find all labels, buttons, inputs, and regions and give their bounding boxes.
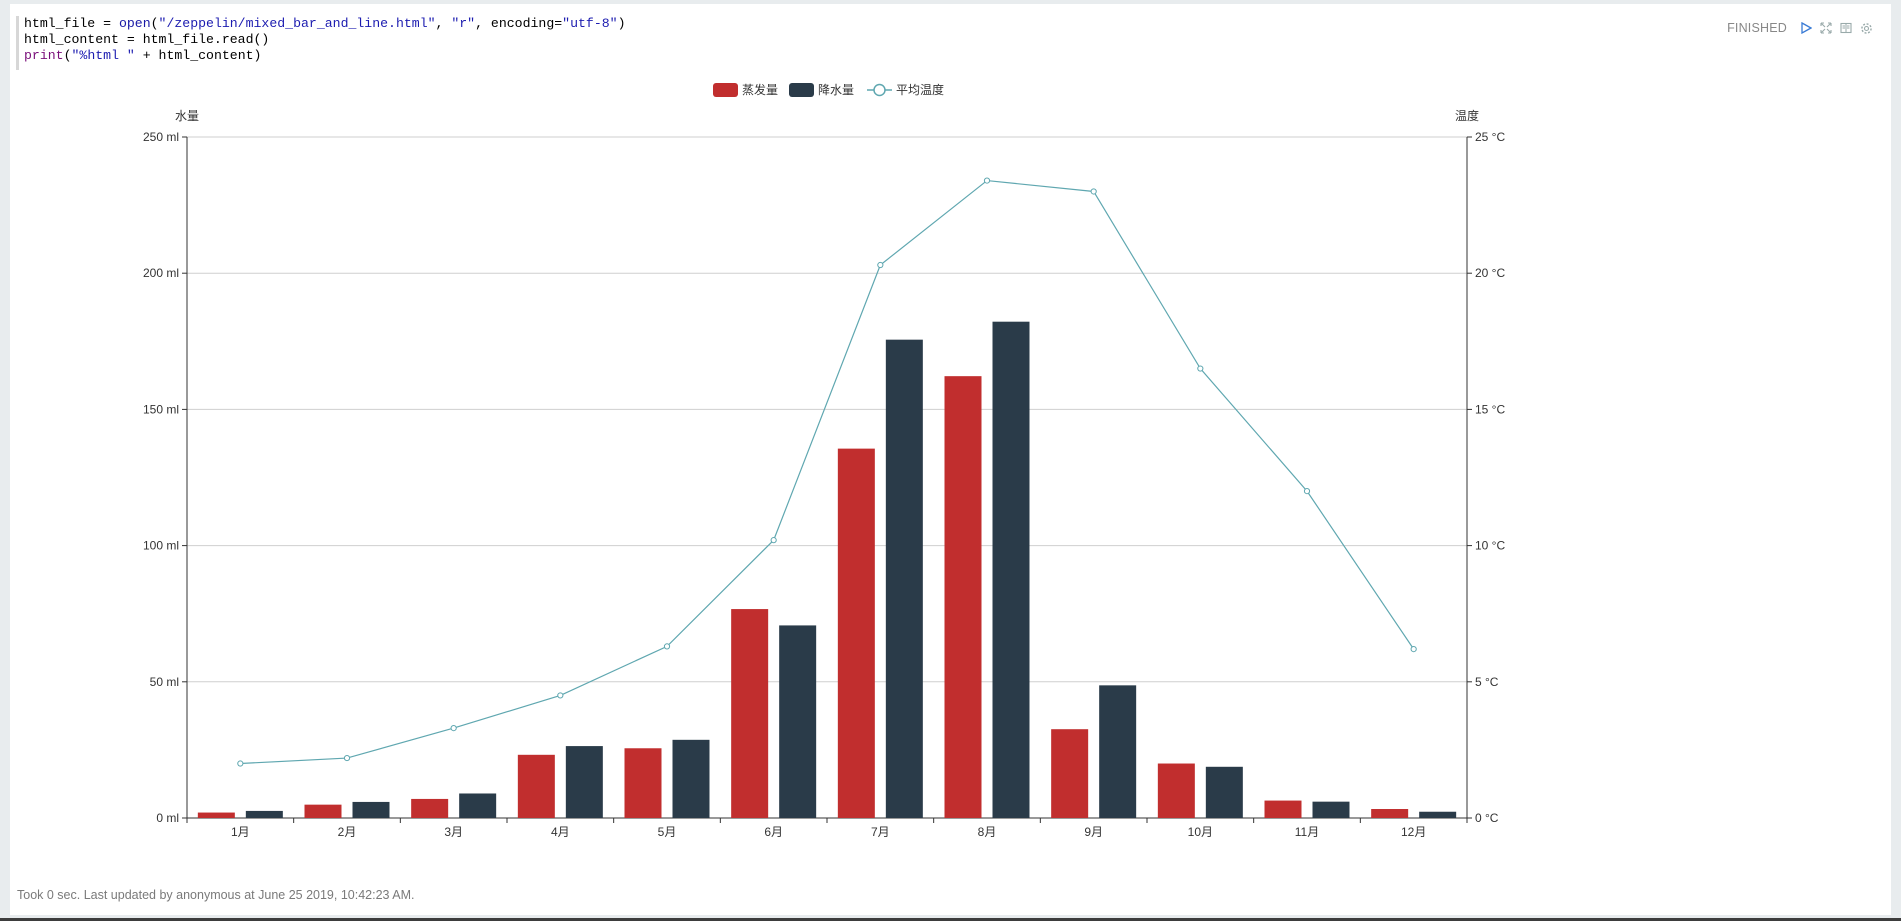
point-temperature [237,760,244,767]
y-right-tick-label: 10 °C [1475,539,1505,553]
bar-evaporation [411,798,449,818]
legend-label-precipitation: 降水量 [818,83,854,97]
point-temperature [343,754,351,762]
x-tick-label: 10月 [1188,825,1213,839]
code-token: ( [150,16,159,31]
bar-evaporation [304,804,342,818]
code-token: ) [617,16,626,31]
legend-label-evaporation: 蒸发量 [742,82,778,97]
bar-precipitation [885,339,923,818]
bar-precipitation [245,810,283,818]
status-label: FINISHED [1727,21,1787,35]
bar-evaporation [731,609,769,818]
legend-swatch-temperature-marker [873,83,886,97]
bar-precipitation [1419,811,1457,818]
code-token: , [435,16,452,31]
x-tick-label: 9月 [1084,825,1103,839]
code-token: print [24,48,64,64]
x-tick-label: 6月 [764,825,783,839]
point-temperature [1410,646,1417,653]
y-left-axis-name: 水量 [175,109,199,123]
bar-evaporation [517,754,555,818]
y-left-tick-label: 250 ml [143,130,179,144]
bar-precipitation [459,793,497,818]
point-temperature [450,725,457,732]
expand-icon[interactable] [1819,21,1833,35]
bar-precipitation [672,739,710,818]
bar-precipitation [352,801,390,818]
x-tick-label: 5月 [658,825,677,839]
point-temperature [770,537,777,544]
bar-evaporation [1264,800,1302,818]
x-tick-label: 12月 [1401,825,1426,839]
x-tick-label: 8月 [978,825,997,839]
code-token: ( [63,48,72,64]
x-tick-label: 4月 [551,825,570,839]
bar-evaporation [1371,809,1409,818]
point-temperature [877,261,884,269]
code-token: html_file = [24,16,119,31]
bar-precipitation [1205,766,1243,818]
y-left-tick-label: 0 ml [156,811,179,825]
legend-swatch-precipitation [789,83,814,97]
y-left-tick-label: 200 ml [143,266,179,280]
code-token: "r" [451,16,476,31]
bar-precipitation [1312,801,1350,818]
code-token: "%html " [71,48,135,64]
y-right-tick-label: 20 °C [1475,266,1505,280]
y-right-tick-label: 5 °C [1475,675,1499,689]
bar-evaporation [837,448,875,818]
bar-evaporation [624,748,662,818]
code-line[interactable]: html_content = html_file.read() [24,32,924,48]
point-temperature [983,177,991,184]
code-line[interactable]: print("%html " + html_content) [24,48,924,64]
bar-evaporation [1157,763,1195,818]
code-editor[interactable]: html_file = open("/zeppelin/mixed_bar_an… [16,16,924,70]
y-right-axis-name: 温度 [1455,108,1479,123]
code-line[interactable]: html_file = open("/zeppelin/mixed_bar_an… [24,16,924,32]
code-token: html_content = html_file.read() [24,32,270,48]
point-temperature [1197,365,1204,372]
paragraph-controls: FINISHED [1727,21,1873,35]
bar-evaporation [944,376,982,818]
x-tick-label: 3月 [444,825,463,839]
legend-swatch-evaporation [713,83,738,97]
code-token: "/zeppelin/mixed_bar_and_line.html" [158,16,436,31]
settings-icon[interactable] [1859,21,1873,35]
run-icon[interactable] [1799,21,1813,35]
bar-evaporation [1051,729,1089,818]
code-token: "utf-8" [562,16,618,31]
bar-precipitation [992,321,1030,818]
paragraph-footer: Took 0 sec. Last updated by anonymous at… [17,888,415,902]
x-tick-label: 11月 [1295,825,1319,839]
line-temperature [240,179,1415,765]
bar-evaporation [197,812,235,818]
x-tick-label: 1月 [231,825,250,839]
y-left-tick-label: 50 ml [150,675,179,689]
bar-precipitation [1099,685,1137,818]
y-right-tick-label: 0 °C [1475,811,1499,825]
point-temperature [663,643,671,650]
y-left-tick-label: 100 ml [143,539,179,553]
bottom-border [0,918,1901,921]
x-tick-label: 7月 [871,825,890,839]
point-temperature [1090,188,1097,195]
y-right-tick-label: 15 °C [1475,402,1505,416]
x-tick-label: 2月 [338,825,357,839]
bar-precipitation [779,625,817,818]
y-left-tick-label: 150 ml [143,402,179,416]
bar-precipitation [565,746,603,818]
code-token: + html_content) [134,48,262,64]
point-temperature [557,692,564,699]
mixed-bar-line-chart: 0 ml 50 ml 100 ml 150 ml 200 ml 250 ml 0 °C 5 °… [143,82,1506,839]
point-temperature [1303,488,1311,495]
book-icon[interactable] [1839,21,1853,35]
code-token: open [118,16,151,31]
y-right-tick-label: 25 °C [1475,130,1505,144]
code-token: , encoding= [475,16,563,31]
legend-label-temperature: 平均温度 [896,82,944,97]
